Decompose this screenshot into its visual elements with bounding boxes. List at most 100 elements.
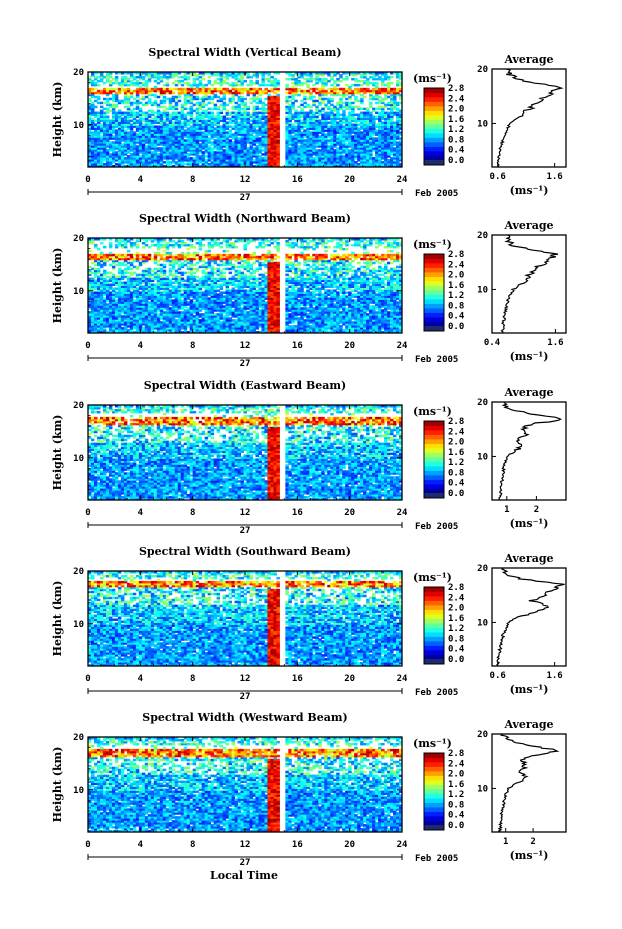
x-tick-label: 4: [138, 674, 144, 684]
x-tick-label: 4: [138, 175, 144, 185]
average-y-tick-label: 20: [477, 231, 488, 241]
colorbar-tick-label: 2.4: [448, 427, 465, 437]
average-y-tick-label: 10: [477, 452, 488, 462]
average-y-tick-label: 20: [477, 65, 488, 75]
heatmap-cells: [88, 405, 403, 501]
average-unit: (ms⁻¹): [510, 683, 549, 696]
x-tick-label: 24: [397, 341, 408, 351]
average-x-tick-label: 1.6: [546, 172, 562, 182]
average-title: Average: [503, 219, 553, 232]
panel-5: Spectral Width (Westward Beam)0 4 8 12 16 20 2…: [51, 711, 567, 868]
month-label: Feb 2005: [415, 522, 458, 532]
x-tick-label: 4: [138, 508, 144, 518]
colorbar-tick-label: 0.8: [448, 468, 464, 478]
colorbar-tick-label: 2.0: [448, 438, 464, 448]
colorbar: [423, 253, 445, 332]
heatmap-cells: [88, 571, 403, 667]
y-axis-label: Height (km): [51, 747, 64, 823]
average-unit: (ms⁻¹): [510, 184, 549, 197]
y-tick-label: 10: [73, 620, 84, 630]
panel-4: Spectral Width (Southward Beam) 0 4 8 12 16 20…: [51, 545, 567, 702]
colorbar-tick-label: 0.4: [448, 811, 465, 821]
panel-3: Spectral Width (Eastward Beam)0 4 8 12 16 20 2…: [51, 379, 567, 536]
heatmap-cells: [88, 737, 403, 833]
x-tick-label: 12: [240, 508, 251, 518]
x-tick-label: 24: [397, 175, 408, 185]
average-x-tick-label: 0.6: [490, 671, 506, 681]
colorbar-tick-label: 1.2: [448, 125, 464, 135]
y-axis-label: Height (km): [51, 415, 64, 491]
colorbar-tick-label: 0.4: [448, 479, 465, 489]
x-tick-label: 12: [240, 840, 251, 850]
colorbar-tick-label: 2.4: [448, 94, 465, 104]
x-tick-label: 24: [397, 840, 408, 850]
x-tick-label: 4: [138, 840, 144, 850]
x-tick-label: 16: [292, 175, 303, 185]
average-title: Average: [503, 718, 553, 731]
x-tick-label: 20: [344, 508, 355, 518]
x-tick-label: 8: [190, 674, 195, 684]
average-y-tick-label: 20: [477, 398, 488, 408]
colorbar-tick-label: 1.6: [448, 780, 464, 790]
x-tick-label: 24: [397, 508, 408, 518]
average-unit: (ms⁻¹): [510, 849, 549, 862]
average-y-tick-label: 10: [477, 618, 488, 628]
colorbar-tick-label: 0.8: [448, 301, 464, 311]
date-label: 27: [240, 359, 251, 369]
panel-2: Spectral Width (Northward Beam) 0 4 8 12 16 20…: [51, 212, 567, 369]
colorbar-tick-label: 2.8: [448, 417, 464, 427]
x-tick-label: 4: [138, 341, 144, 351]
y-axis-label: Height (km): [51, 82, 64, 158]
average-unit: (ms⁻¹): [510, 350, 549, 363]
colorbar-tick-label: 1.2: [448, 291, 464, 301]
colorbar: [423, 752, 445, 831]
date-label: 27: [240, 692, 251, 702]
x-tick-label: 16: [292, 341, 303, 351]
colorbar-unit: (ms⁻¹): [413, 405, 452, 418]
x-tick-label: 16: [292, 840, 303, 850]
colorbar-tick-label: 0.4: [448, 645, 465, 655]
colorbar-unit: (ms⁻¹): [413, 238, 452, 251]
average-x-tick-label: 2: [534, 505, 539, 515]
x-tick-label: 0: [85, 175, 90, 185]
colorbar-tick-label: 0.8: [448, 634, 464, 644]
colorbar-tick-label: 2.0: [448, 105, 464, 115]
colorbar: [423, 586, 445, 665]
average-title: Average: [503, 386, 553, 399]
average-y-tick-label: 10: [477, 285, 488, 295]
y-tick-label: 10: [73, 287, 84, 297]
month-label: Feb 2005: [415, 854, 458, 864]
x-tick-label: 16: [292, 508, 303, 518]
x-tick-label: 12: [240, 175, 251, 185]
y-tick-label: 10: [73, 121, 84, 131]
x-tick-label: 0: [85, 674, 90, 684]
y-tick-label: 10: [73, 786, 84, 796]
x-axis-label: Local Time: [210, 869, 278, 882]
colorbar: [423, 87, 445, 166]
colorbar-tick-label: 0.0: [448, 489, 464, 499]
colorbar-tick-label: 0.4: [448, 312, 465, 322]
colorbar-tick-label: 2.4: [448, 759, 465, 769]
colorbar-tick-label: 2.8: [448, 250, 464, 260]
panel-title: Spectral Width (Southward Beam): [139, 545, 351, 558]
colorbar-tick-label: 0.4: [448, 146, 465, 156]
colorbar-tick-label: 1.6: [448, 115, 464, 125]
colorbar-tick-label: 0.8: [448, 135, 464, 145]
y-axis-label: Height (km): [51, 248, 64, 324]
y-tick-label: 20: [73, 567, 84, 577]
average-x-tick-label: 2: [530, 837, 535, 847]
colorbar-tick-label: 2.8: [448, 583, 464, 593]
average-y-tick-label: 10: [477, 784, 488, 794]
x-tick-label: 8: [190, 508, 195, 518]
x-tick-label: 20: [344, 175, 355, 185]
panel-1: Spectral Width (Vertical Beam) 0 4 8 12 16 20 2…: [51, 46, 567, 203]
average-line: [500, 234, 559, 334]
colorbar-tick-label: 0.0: [448, 322, 464, 332]
average-y-tick-label: 20: [477, 564, 488, 574]
average-y-tick-label: 20: [477, 730, 488, 740]
average-line: [496, 567, 565, 667]
average-line: [498, 401, 562, 501]
x-tick-label: 8: [190, 175, 195, 185]
colorbar-tick-label: 1.6: [448, 281, 464, 291]
